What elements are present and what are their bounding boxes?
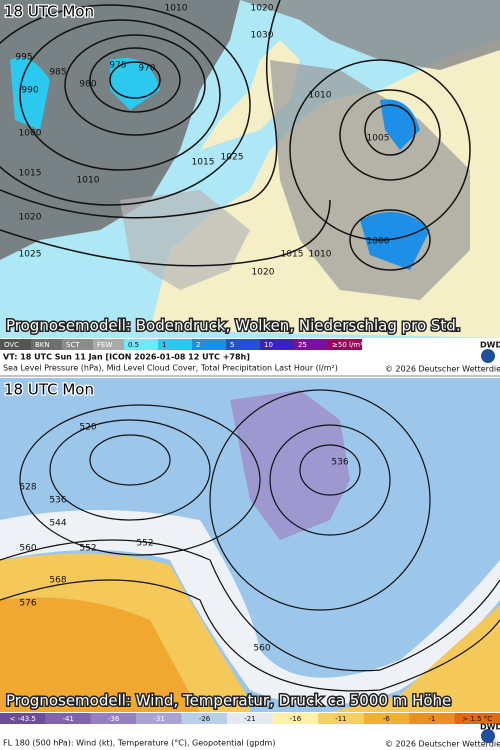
legend-swatch — [0, 713, 46, 724]
contour-label: 560 — [253, 644, 270, 654]
isobar-label: 970 — [138, 64, 155, 74]
logo-icon — [481, 729, 495, 743]
legend-swatch — [62, 339, 93, 350]
map-description: Sea Level Pressure (hPa), Mid Level Clou… — [3, 364, 338, 373]
legend-swatch — [318, 713, 364, 724]
legend-label: -16 — [290, 715, 302, 723]
isobar-label: 1020 — [19, 213, 42, 223]
legend-label: FEW — [97, 341, 112, 349]
copyright: © 2026 Deutscher Wetterdienst — [385, 740, 500, 749]
isobar-label: 990 — [21, 86, 38, 96]
legend-label: -41 — [62, 715, 73, 723]
legend-label: 5 — [230, 341, 234, 349]
map-caption: Prognosemodell: Wind, Temperatur, Druck … — [6, 692, 451, 710]
valid-time: VT: 18 UTC Sun 11 Jan [ICON 2026-01-08 1… — [3, 353, 250, 362]
contour-label: 536 — [49, 496, 66, 506]
legend-label: 0.5 — [128, 341, 139, 349]
legend-swatch — [363, 713, 410, 724]
isobar-label: 1010 — [77, 176, 100, 186]
isobar-label: 1015 — [192, 158, 215, 168]
isobar-label: 1000 — [19, 129, 42, 139]
legend-swatch — [0, 339, 31, 350]
legend-swatch — [409, 713, 455, 724]
isobar-label: 1005 — [367, 134, 390, 144]
legend-swatch — [260, 339, 294, 350]
time-label: 18 UTC Mon — [4, 3, 94, 21]
legend-label: -6 — [383, 715, 391, 723]
isobar-label: 1010 — [165, 4, 188, 14]
surface-map — [0, 0, 500, 338]
legend-label: ≥50 l/m² — [332, 341, 363, 349]
isobar-label: 1025 — [19, 250, 42, 260]
isobar-label: 1025 — [221, 153, 244, 163]
logo: DWD — [480, 723, 500, 732]
contour-label: 568 — [49, 576, 66, 586]
isobar-label: 1015 — [19, 169, 42, 179]
logo: DWD — [480, 341, 500, 350]
contour-label: 528 — [19, 483, 36, 493]
contour-label: 520 — [79, 423, 96, 433]
legend-swatch — [454, 713, 500, 724]
map-caption: Prognosemodell: Bodendruck, Wolken, Nied… — [6, 317, 461, 335]
isobar-label: 975 — [109, 61, 126, 71]
legend-label: -21 — [244, 715, 255, 723]
legend-swatch — [192, 339, 226, 350]
legend-swatch — [31, 339, 62, 350]
legend-label: OVC — [4, 341, 19, 349]
isobar-label: 985 — [49, 68, 66, 78]
temperature-legend: < -43.5 -41 -36 -31 -26 -21 -16 -11 -6 -1 > 1.5 °C — [0, 713, 500, 724]
legend-swatch — [158, 339, 192, 350]
isobar-label: 1010 — [309, 91, 332, 101]
precip-legend: OVC BKN SCT FEW 0.5 1 2 5 10 25 ≥50 l/m² — [0, 339, 363, 350]
time-label: 18 UTC Mon — [4, 381, 94, 399]
legend-swatch — [272, 713, 319, 724]
legend-swatch — [90, 713, 137, 724]
isobar-label: 1010 — [309, 250, 332, 260]
legend-label: -36 — [108, 715, 120, 723]
legend-label: 1 — [162, 341, 166, 349]
legend-label: -11 — [335, 715, 346, 723]
contour-label: 544 — [49, 519, 66, 529]
isobar-label: 1000 — [367, 237, 390, 247]
contour-label: 536 — [331, 458, 348, 468]
legend-swatch — [227, 713, 273, 724]
legend-swatch — [124, 339, 158, 350]
legend-label: 2 — [196, 341, 200, 349]
contour-label: 552 — [79, 544, 96, 554]
legend-swatch — [136, 713, 182, 724]
isobar-label: 1030 — [251, 31, 274, 41]
isobar-label: 1020 — [251, 4, 274, 14]
legend-swatch — [294, 339, 328, 350]
logo-icon — [481, 349, 495, 363]
contour-label: 560 — [19, 544, 36, 554]
legend-label: -1 — [428, 715, 435, 723]
legend-swatch — [181, 713, 228, 724]
legend-swatch — [93, 339, 124, 350]
isobar-label: 980 — [79, 80, 96, 90]
legend-label: < -43.5 — [10, 715, 36, 723]
contour-label: 552 — [136, 539, 153, 549]
upper-air-map — [0, 378, 500, 712]
isobar-label: 995 — [15, 53, 32, 63]
map-description: FL 180 (500 hPa): Wind (kt), Temperature… — [3, 739, 275, 748]
legend-label: 25 — [298, 341, 307, 349]
contour-label: 576 — [19, 599, 36, 609]
legend-label: SCT — [66, 341, 80, 349]
isobar-label: 1020 — [252, 268, 275, 278]
legend-label: -31 — [153, 715, 164, 723]
legend-swatch — [45, 713, 91, 724]
legend-label: 10 — [264, 341, 273, 349]
legend-label: -26 — [199, 715, 211, 723]
legend-label: BKN — [35, 341, 50, 349]
copyright: © 2026 Deutscher Wetterdienst — [385, 365, 500, 374]
legend-swatch — [226, 339, 260, 350]
legend-label: > 1.5 °C — [462, 715, 492, 723]
legend-swatch — [328, 339, 362, 350]
isobar-label: 1015 — [281, 250, 304, 260]
